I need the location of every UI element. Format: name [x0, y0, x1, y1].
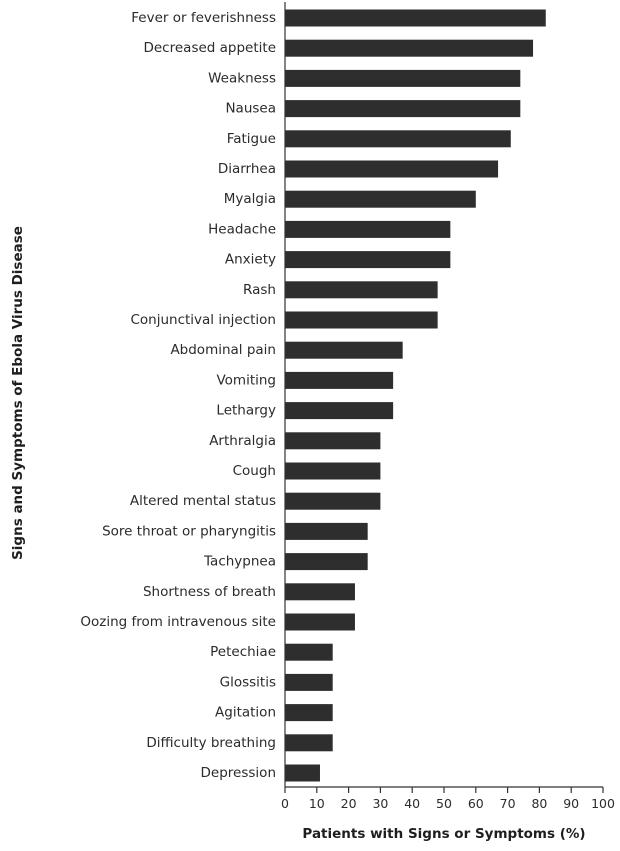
- bar: [285, 251, 451, 269]
- category-label: Lethargy: [216, 403, 276, 419]
- bar: [285, 492, 381, 510]
- bar: [285, 190, 476, 208]
- category-labels: Fever or feverishness Decreased appetite W…: [80, 10, 276, 781]
- bar: [285, 583, 355, 601]
- bar: [285, 341, 403, 359]
- bar: [285, 100, 521, 118]
- bar: [285, 553, 368, 571]
- category-label: Abdominal pain: [170, 342, 276, 358]
- x-tick-label: 80: [531, 796, 547, 811]
- category-label: Anxiety: [225, 252, 276, 268]
- bar: [285, 160, 499, 178]
- y-axis-title: Signs and Symptoms of Ebola Virus Diseas…: [10, 226, 26, 560]
- bar: [285, 69, 521, 87]
- category-label: Tachypnea: [203, 554, 276, 570]
- category-label: Cough: [233, 463, 276, 479]
- bar: [285, 371, 394, 389]
- category-label: Depression: [201, 765, 276, 781]
- bar: [285, 311, 438, 329]
- x-tick-label: 60: [468, 796, 484, 811]
- category-label: Conjunctival injection: [130, 312, 276, 328]
- bar: [285, 432, 381, 450]
- bar: [285, 462, 381, 480]
- category-label: Diarrhea: [218, 161, 276, 177]
- bar: [285, 9, 546, 27]
- category-label: Glossitis: [220, 674, 276, 690]
- category-label: Oozing from intravenous site: [80, 614, 276, 630]
- category-label: Fever or feverishness: [131, 10, 276, 26]
- category-label: Arthralgia: [209, 433, 276, 449]
- bar: [285, 764, 320, 782]
- bar: [285, 281, 438, 299]
- bar: [285, 643, 333, 661]
- bar: [285, 522, 368, 540]
- category-label: Altered mental status: [130, 493, 276, 509]
- category-label: Myalgia: [224, 191, 276, 207]
- x-tick-label: 70: [500, 796, 516, 811]
- x-tick-label: 10: [309, 796, 325, 811]
- category-label: Vomiting: [216, 372, 276, 388]
- x-tick-label: 40: [404, 796, 420, 811]
- bar: [285, 613, 355, 631]
- category-label: Nausea: [225, 101, 276, 117]
- category-label: Agitation: [215, 705, 276, 721]
- x-tick-label: 30: [372, 796, 388, 811]
- x-axis: [284, 2, 603, 788]
- category-label: Decreased appetite: [143, 40, 276, 56]
- category-label: Petechiae: [210, 644, 276, 660]
- category-label: Difficulty breathing: [146, 735, 276, 751]
- bar: [285, 704, 333, 722]
- x-tick-label: 100: [591, 796, 615, 811]
- bar: [285, 673, 333, 691]
- category-label: Headache: [208, 221, 276, 237]
- bar: [285, 402, 394, 420]
- category-label: Weakness: [208, 70, 276, 86]
- x-tick-label: 50: [436, 796, 452, 811]
- x-axis-ticks: 0 10 20 30 40 50 60 70 80 90 100: [281, 787, 615, 811]
- x-axis-title: Patients with Signs or Symptoms (%): [302, 826, 585, 842]
- category-label: Rash: [243, 282, 276, 298]
- bar: [285, 39, 534, 57]
- bar: [285, 220, 451, 238]
- category-label: Shortness of breath: [143, 584, 276, 600]
- bars-layer: [285, 9, 546, 782]
- x-tick-label: 0: [281, 796, 289, 811]
- bar: [285, 130, 511, 148]
- category-label: Sore throat or pharyngitis: [102, 523, 276, 539]
- x-tick-label: 90: [563, 796, 579, 811]
- bar: [285, 734, 333, 752]
- category-label: Fatigue: [227, 131, 276, 147]
- x-tick-label: 20: [341, 796, 357, 811]
